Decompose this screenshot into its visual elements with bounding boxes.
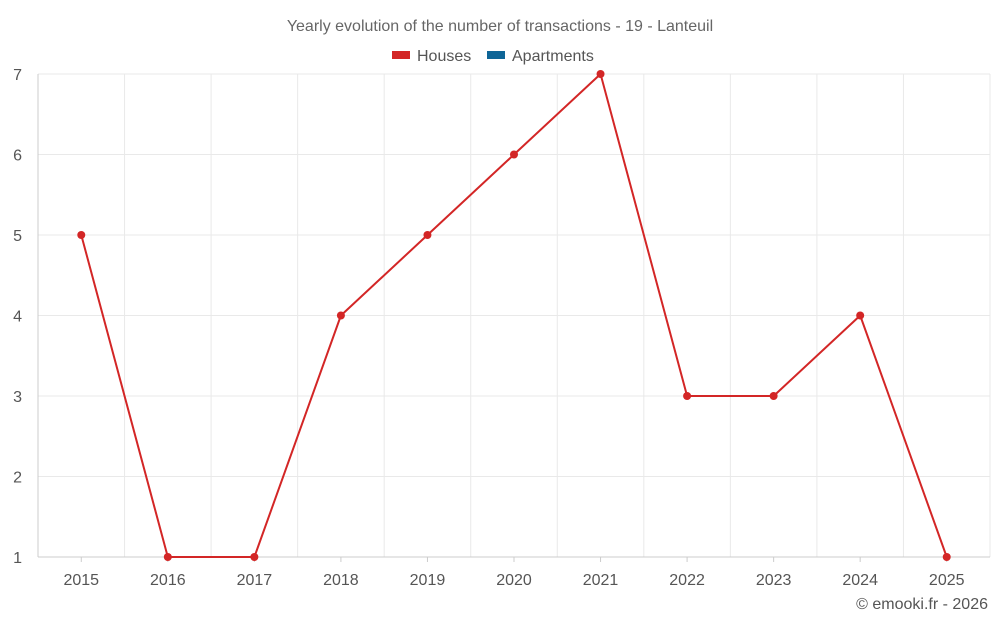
y-axis-ticks: 1 2 3 4 5 6 7	[13, 67, 22, 567]
data-point-houses[interactable]	[510, 150, 518, 159]
legend-label-apartments: Apartments	[512, 48, 594, 65]
legend-swatch-apartments	[487, 51, 505, 59]
legend-item-apartments[interactable]: Apartments	[487, 48, 594, 65]
data-point-houses[interactable]	[77, 231, 86, 239]
data-point-houses[interactable]	[596, 70, 605, 78]
legend: Houses Apartments	[392, 48, 594, 65]
grid-lines	[38, 73, 991, 557]
legend-swatch-houses	[392, 51, 410, 59]
x-tick-label: 2019	[410, 572, 446, 589]
chart-title: Yearly evolution of the number of transa…	[287, 18, 713, 35]
x-tick-label: 2023	[756, 572, 792, 589]
data-point-houses[interactable]	[856, 311, 865, 320]
y-tick-label: 7	[13, 67, 22, 84]
legend-item-houses[interactable]: Houses	[392, 48, 471, 65]
data-point-houses[interactable]	[423, 231, 432, 239]
data-point-houses[interactable]	[336, 311, 345, 320]
data-point-houses[interactable]	[683, 392, 692, 400]
series-houses	[77, 70, 951, 561]
y-tick-label: 5	[13, 228, 22, 245]
y-tick-label: 4	[13, 309, 22, 326]
y-tick-label: 2	[13, 470, 22, 487]
x-tick-label: 2018	[323, 572, 359, 589]
x-tick-label: 2022	[669, 572, 705, 589]
data-point-houses[interactable]	[250, 553, 259, 561]
x-axis-ticks: 2015 2016 2017 2018 2019 2020 2021 2022 2023 2024…	[63, 557, 965, 589]
x-tick-label: 2020	[496, 572, 532, 589]
data-series	[77, 70, 951, 561]
data-point-houses[interactable]	[942, 553, 951, 561]
y-tick-label: 1	[13, 550, 22, 567]
data-point-houses[interactable]	[163, 553, 172, 561]
y-tick-label: 3	[13, 389, 22, 406]
x-tick-label: 2025	[929, 572, 965, 589]
x-tick-label: 2024	[842, 572, 878, 589]
x-tick-label: 2015	[63, 572, 99, 589]
footer-credit: © emooki.fr - 2026	[856, 596, 988, 613]
data-point-houses[interactable]	[769, 392, 778, 400]
x-tick-label: 2016	[150, 572, 186, 589]
x-tick-label: 2017	[237, 572, 273, 589]
y-tick-label: 6	[13, 148, 22, 165]
legend-label-houses: Houses	[417, 48, 471, 65]
x-tick-label: 2021	[583, 572, 619, 589]
